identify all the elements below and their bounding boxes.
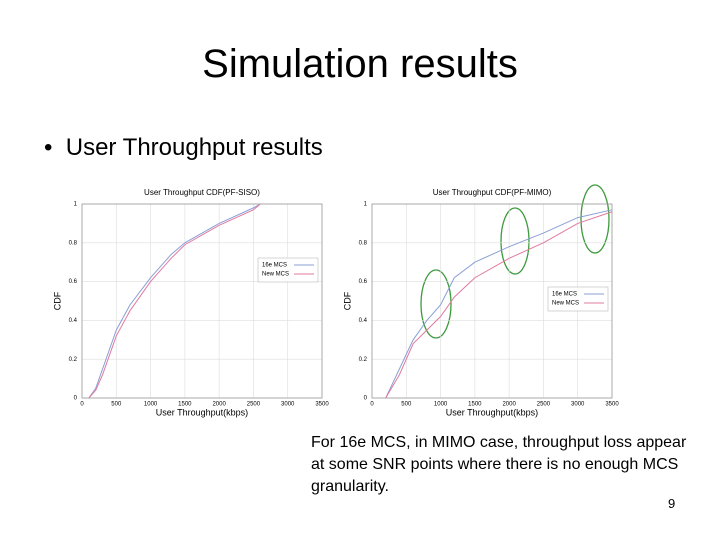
x-tick-label: 3000: [571, 402, 585, 408]
y-axis-label: CDF: [52, 291, 62, 310]
x-tick-label: 1000: [434, 402, 448, 408]
bullet-dot: •: [44, 134, 66, 161]
series-line: [88, 203, 261, 399]
caption: For 16e MCS, in MIMO case, throughput lo…: [311, 434, 687, 495]
x-tick-label: 500: [111, 402, 122, 408]
legend-label: New MCS: [262, 272, 289, 278]
y-tick-label: 0.2: [69, 357, 78, 363]
legend-label: 16e MCS: [552, 292, 577, 298]
legend-label: 16e MCS: [262, 263, 287, 269]
y-tick-label: 0: [74, 396, 78, 402]
y-tick-label: 0.6: [69, 279, 78, 285]
y-tick-label: 1: [74, 202, 78, 208]
x-tick-label: 1500: [468, 402, 482, 408]
y-tick-label: 0.4: [359, 318, 368, 324]
y-tick-label: 0.8: [359, 240, 368, 246]
chart-title: User Throughput CDF(PF-SISO): [144, 188, 260, 197]
x-axis-label: User Throughput(kbps): [446, 407, 538, 417]
y-axis-label: CDF: [342, 291, 352, 310]
plot-frame: [371, 203, 613, 399]
plot-frame: [81, 203, 323, 399]
y-tick-label: 0: [364, 396, 368, 402]
bullet: • User Throughput results: [44, 134, 323, 162]
x-tick-label: 3500: [605, 402, 619, 408]
x-tick-label: 2500: [537, 402, 551, 408]
x-tick-label: 2500: [247, 402, 261, 408]
highlight-ellipse: [500, 207, 530, 275]
x-tick-label: 3500: [315, 402, 329, 408]
x-tick-label: 3000: [281, 402, 295, 408]
slide-title: Simulation results: [202, 42, 518, 86]
series-line: [88, 203, 261, 399]
series-line: [385, 209, 613, 399]
x-tick-label: 0: [370, 402, 374, 408]
x-tick-label: 2000: [502, 402, 516, 408]
y-tick-label: 1: [364, 202, 368, 208]
legend-box: [257, 257, 319, 283]
x-tick-label: 500: [401, 402, 412, 408]
x-axis-label: User Throughput(kbps): [156, 407, 248, 417]
chart-title: User Throughput CDF(PF-MIMO): [433, 188, 552, 197]
x-tick-label: 2000: [212, 402, 226, 408]
series-line: [385, 211, 613, 399]
y-tick-label: 0.2: [359, 357, 368, 363]
x-tick-label: 1000: [144, 402, 158, 408]
legend-label: New MCS: [552, 301, 579, 307]
y-tick-label: 0.8: [69, 240, 78, 246]
highlight-ellipse: [420, 269, 452, 339]
legend-box: [547, 286, 609, 312]
x-tick-label: 0: [80, 402, 84, 408]
bullet-text: User Throughput results: [65, 134, 323, 161]
y-tick-label: 0.4: [69, 318, 78, 324]
page-number: 9: [668, 496, 676, 511]
y-tick-label: 0.6: [359, 279, 368, 285]
x-tick-label: 1500: [178, 402, 192, 408]
highlight-ellipse: [580, 184, 610, 254]
